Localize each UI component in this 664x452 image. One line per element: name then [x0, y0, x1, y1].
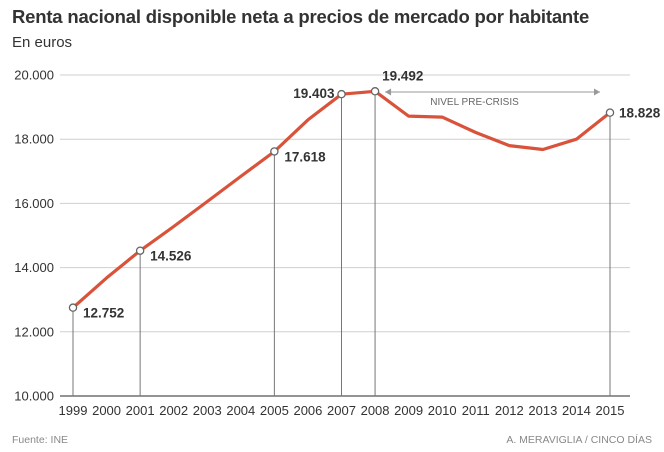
x-tick-label: 2009 [394, 403, 423, 418]
y-tick-label: 16.000 [14, 196, 54, 211]
x-tick-label: 2014 [562, 403, 591, 418]
arrow-head-left [385, 88, 392, 96]
y-tick-label: 20.000 [14, 68, 54, 83]
x-tick-label: 2015 [596, 403, 625, 418]
data-marker [370, 87, 380, 96]
x-tick-label: 2007 [327, 403, 356, 418]
x-axis-ticks: 1999 2000 2001 2002 2003 2004 2005 2006 2007 2008… [59, 403, 625, 418]
data-markers [68, 87, 615, 312]
data-label: 18.828 [619, 106, 661, 121]
x-tick-label: 2005 [260, 403, 289, 418]
x-tick-label: 2001 [126, 403, 155, 418]
chart-subtitle: En euros [12, 34, 73, 51]
data-marker [337, 89, 346, 99]
x-tick-label: 1999 [59, 403, 88, 418]
y-tick-label: 12.000 [14, 324, 54, 339]
x-tick-label: 2012 [495, 403, 524, 418]
x-tick-label: 2008 [361, 403, 390, 418]
data-label: 12.752 [83, 306, 124, 321]
point-guide-lines [72, 91, 611, 396]
data-marker [605, 108, 615, 117]
y-tick-label: 10.000 [14, 389, 54, 404]
data-labels: 12.752 14.526 17.618 19.403 19.492 18.828 [83, 68, 661, 320]
x-tick-label: 2002 [159, 403, 188, 418]
y-axis-ticks: 10.000 12.000 14.000 16.000 18.000 20.000 [14, 68, 54, 404]
x-tick-label: 2013 [528, 403, 557, 418]
data-label: 17.618 [284, 149, 326, 164]
y-tick-label: 18.000 [14, 132, 54, 147]
data-label: 19.403 [293, 86, 335, 101]
y-tick-label: 14.000 [14, 260, 54, 275]
data-marker [68, 303, 78, 312]
data-label: 14.526 [150, 249, 192, 264]
grid-lines [60, 74, 630, 397]
x-tick-label: 2000 [92, 403, 121, 418]
data-marker [270, 147, 279, 156]
x-tick-label: 2003 [193, 403, 222, 418]
source-note: Fuente: INE [12, 434, 69, 446]
x-tick-label: 2011 [462, 403, 490, 418]
arrow-head-right [594, 88, 600, 96]
chart-title: Renta nacional disponible neta a precios… [12, 6, 590, 27]
annotation-label: NIVEL PRE-CRISIS [430, 97, 519, 108]
x-tick-label: 2006 [293, 403, 322, 418]
data-marker [135, 246, 145, 255]
credit-note: A. MERAVIGLIA / CINCO DÍAS [506, 434, 652, 446]
data-label: 19.492 [382, 68, 423, 83]
x-tick-label: 2010 [428, 403, 457, 418]
pre-crisis-annotation: NIVEL PRE-CRISIS [385, 88, 600, 108]
x-tick-label: 2004 [226, 403, 255, 418]
